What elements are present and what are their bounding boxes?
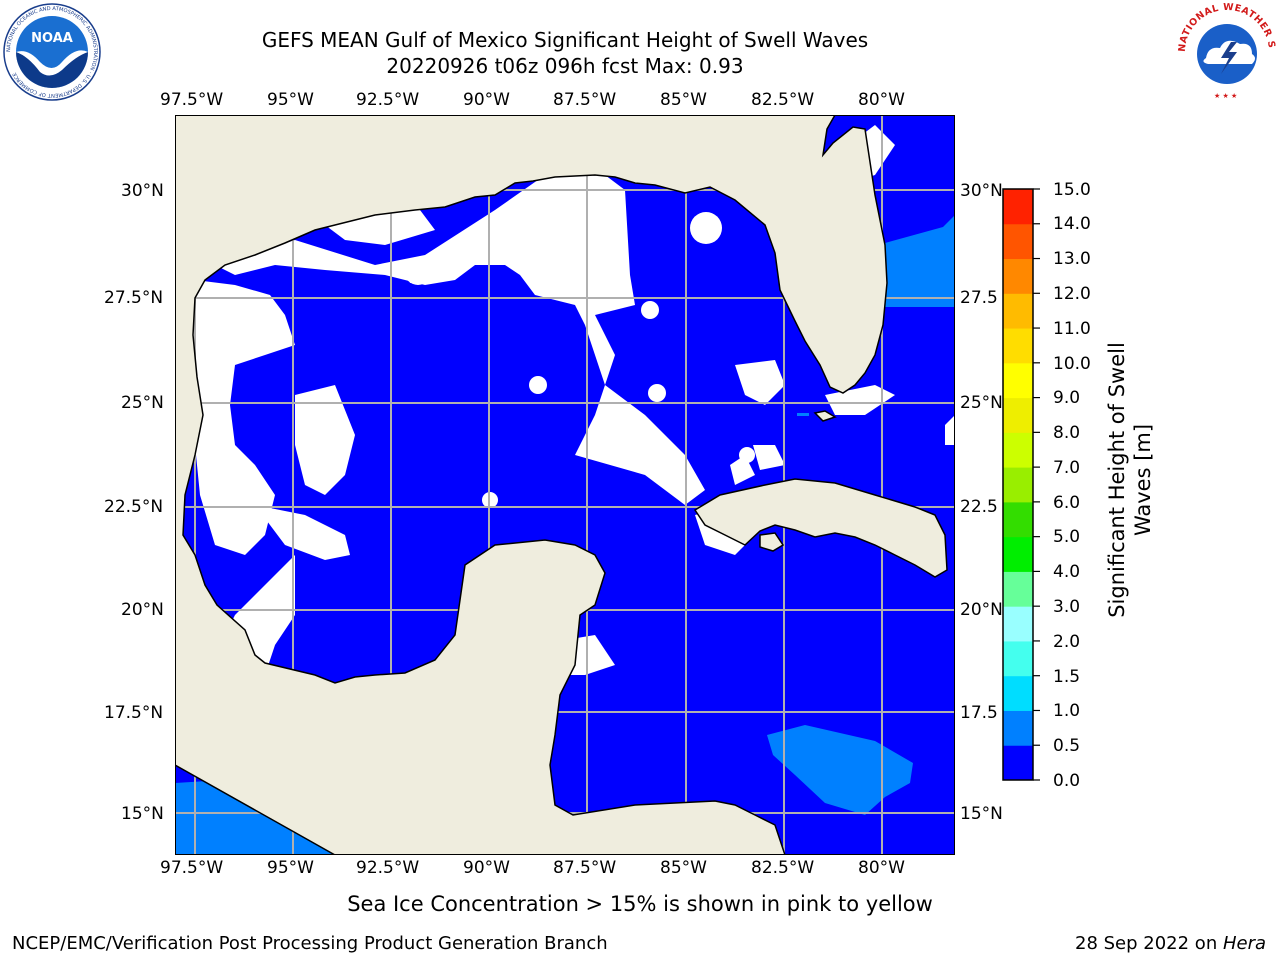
colorbar-tick-label: 14.0 — [1053, 214, 1091, 234]
lat-label-left: 25°N — [121, 393, 164, 413]
colorbar-tick-label: 5.0 — [1053, 527, 1081, 547]
map-panel — [175, 115, 955, 855]
colorbar-swatch — [1003, 223, 1033, 260]
lon-label-bottom: 97.5°W — [160, 858, 224, 878]
colorbar-swatch — [1003, 189, 1033, 225]
colorbar-tick-label: 13.0 — [1053, 249, 1091, 269]
footer-host: Hera — [1222, 933, 1266, 954]
footer-credit: NCEP/EMC/Verification Post Processing Pr… — [12, 933, 608, 954]
colorbar-tick-label: 4.0 — [1053, 562, 1081, 582]
lon-label-top: 80°W — [858, 90, 905, 110]
chart-subtitle: 20220926 t06z 096h fcst Max: 0.93 — [386, 54, 744, 78]
lat-label-right: 15°N — [960, 804, 1003, 824]
lon-label-bottom: 90°W — [463, 858, 510, 878]
lat-label-right: 22.5 — [960, 497, 998, 517]
colorbar-swatch — [1003, 675, 1033, 711]
lon-label-bottom: 87.5°W — [553, 858, 617, 878]
colorbar-label-line1: Significant Height of Swell — [1105, 342, 1129, 618]
lon-label-top: 90°W — [463, 90, 510, 110]
lon-label-top: 85°W — [660, 90, 707, 110]
colorbar — [1002, 188, 1040, 781]
colorbar-tick-label: 9.0 — [1053, 388, 1081, 408]
colorbar-swatch — [1003, 362, 1033, 399]
lon-label-top: 92.5°W — [356, 90, 420, 110]
colorbar-swatch — [1003, 328, 1033, 364]
colorbar-swatch — [1003, 501, 1033, 538]
colorbar-tick-label: 8.0 — [1053, 423, 1081, 443]
colorbar-swatch — [1003, 606, 1033, 642]
lon-label-bottom: 85°W — [660, 858, 707, 878]
colorbar-swatch — [1003, 293, 1033, 329]
sea-ice-note-text: Sea Ice Concentration > 15% is shown in … — [347, 892, 933, 916]
lon-label-bottom: 92.5°W — [356, 858, 420, 878]
colorbar-swatch — [1003, 536, 1033, 572]
land-masses — [175, 115, 948, 855]
colorbar-tick-label: 7.0 — [1053, 458, 1081, 478]
noaa-logo-text: NOAA — [31, 31, 73, 46]
lon-label-bottom: 95°W — [267, 858, 314, 878]
chart-title: GEFS MEAN Gulf of Mexico Significant Hei… — [261, 28, 869, 52]
lat-label-right: 17.5 — [960, 703, 998, 723]
lat-label-right: 30°N — [960, 181, 1003, 201]
sea-ice-note: Sea Ice Concentration > 15% is shown in … — [0, 892, 1280, 916]
lon-label-bottom: 82.5°W — [751, 858, 815, 878]
lon-label-top: 82.5°W — [751, 90, 815, 110]
colorbar-tick-label: 15.0 — [1053, 180, 1091, 200]
colorbar-axis-label: Significant Height of Swell Waves [m] — [1105, 342, 1155, 618]
colorbar-tick-label: 0.5 — [1053, 736, 1081, 756]
colorbar-tick-label: 12.0 — [1053, 284, 1091, 304]
lat-label-left: 22.5°N — [104, 497, 164, 517]
colorbar-tick-label: 2.0 — [1053, 632, 1081, 652]
lon-label-bottom: 80°W — [858, 858, 905, 878]
colorbar-tick-label: 1.0 — [1053, 701, 1081, 721]
lat-label-right: 25°N — [960, 393, 1003, 413]
colorbar-tick-label: 3.0 — [1053, 597, 1081, 617]
colorbar-tick-label: 6.0 — [1053, 493, 1081, 513]
nws-logo-icon: NATIONAL WEATHER SERVICE ★ ★ ★ — [1176, 2, 1276, 100]
colorbar-swatch — [1003, 571, 1033, 607]
colorbar-tick-label: 1.5 — [1053, 667, 1081, 687]
footer-date: 28 Sep 2022 on Hera — [1075, 933, 1266, 954]
colorbar-tick-label: 0.0 — [1053, 771, 1081, 791]
svg-text:★ ★ ★: ★ ★ ★ — [1214, 92, 1237, 100]
colorbar-label-line2: Waves [m] — [1131, 424, 1155, 536]
noaa-logo-icon: NATIONAL OCEANIC AND ATMOSPHERIC ADMINIS… — [3, 3, 101, 101]
colorbar-swatch — [1003, 432, 1033, 468]
colorbar-swatch — [1003, 745, 1033, 781]
lat-label-right: 20°N — [960, 600, 1003, 620]
colorbar-swatch — [1003, 258, 1033, 294]
lon-label-top: 97.5°W — [160, 90, 224, 110]
footer-date-text: 28 Sep 2022 on — [1075, 933, 1223, 954]
lat-label-left: 15°N — [121, 804, 164, 824]
lat-label-right: 27.5 — [960, 288, 998, 308]
lat-label-left: 17.5°N — [104, 703, 164, 723]
colorbar-swatch — [1003, 397, 1033, 433]
lon-label-top: 87.5°W — [553, 90, 617, 110]
colorbar-swatch — [1003, 467, 1033, 503]
colorbar-tick-label: 10.0 — [1053, 354, 1091, 374]
lon-label-top: 95°W — [267, 90, 314, 110]
lat-label-left: 20°N — [121, 600, 164, 620]
colorbar-swatch — [1003, 710, 1033, 746]
colorbar-swatch — [1003, 640, 1033, 677]
lat-label-left: 30°N — [121, 181, 164, 201]
colorbar-tick-label: 11.0 — [1053, 319, 1091, 339]
lat-label-left: 27.5°N — [104, 288, 164, 308]
